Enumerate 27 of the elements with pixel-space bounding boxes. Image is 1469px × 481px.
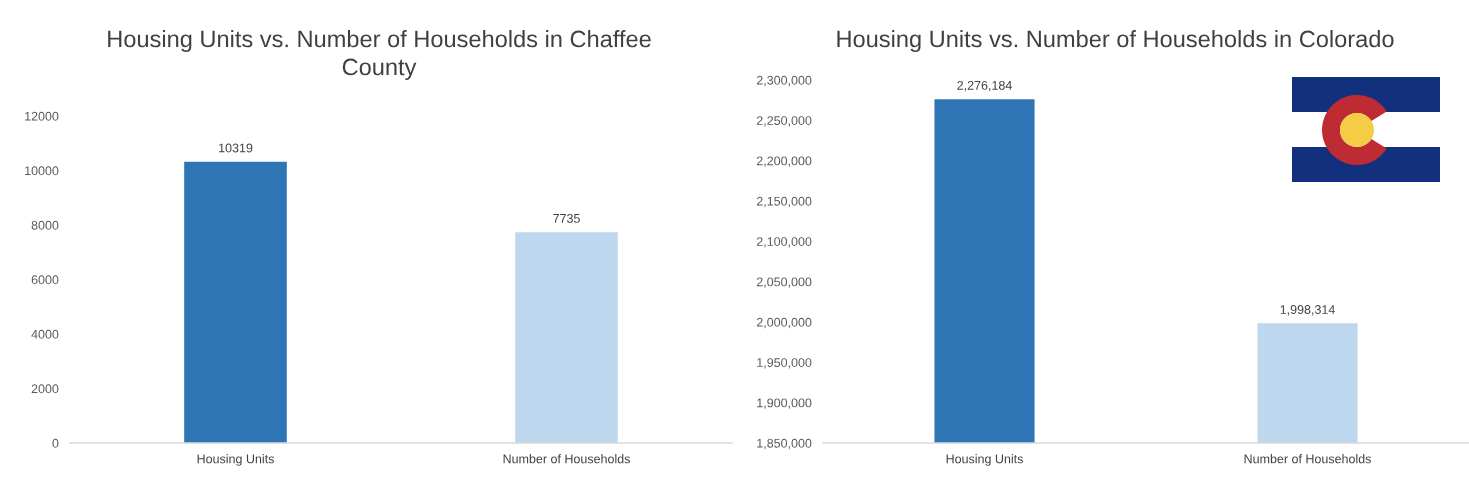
y-tick-label: 12000 [25,111,59,121]
data-label: 10319 [219,143,253,153]
x-tick-label: Number of Households [503,454,630,464]
y-tick-label: 6000 [31,275,59,285]
y-tick-label: 2,150,000 [756,196,812,208]
y-tick-label: 1,850,000 [757,438,812,450]
y-tick-label: 2,200,000 [756,156,812,167]
y-tick-label: 2,100,000 [756,237,812,248]
y-tick-label: 2,050,000 [756,277,812,288]
y-tick-label: 2,250,000 [756,116,812,127]
data-label: 7735 [553,213,580,223]
x-tick-label: Housing Units [197,454,274,466]
y-tick-label: 2,000,000 [756,317,812,329]
chart-title: Housing Units vs. Number of Households in Colorado [837,30,1394,53]
y-tick-label: 8000 [31,220,59,230]
x-tick-label: Housing Units [946,454,1023,466]
y-tick-label: 10000 [25,166,59,176]
data-label: 1,998,314 [1280,305,1335,316]
y-tick-label: 4000 [31,329,59,339]
data-label: 2,276,184 [957,80,1012,92]
y-tick-label: 2000 [31,384,59,394]
chart-title: Housing Units vs. Number of Households in Chaffee County [108,30,651,81]
y-tick-label: 0 [52,438,59,448]
x-tick-label: Number of Households [1244,454,1371,464]
y-tick-label: 1,900,000 [757,398,812,409]
y-tick-label: 2,300,000 [756,75,812,87]
y-tick-label: 1,950,000 [757,358,812,369]
